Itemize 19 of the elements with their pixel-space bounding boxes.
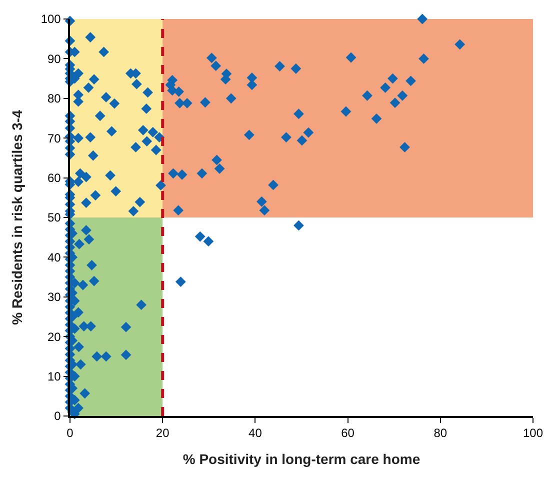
y-tick-label: 80 — [47, 92, 62, 106]
x-tick-label: 60 — [341, 426, 355, 440]
x-tick-label: 40 — [248, 426, 262, 440]
y-axis-title: % Residents in risk quartiles 3-4 — [8, 110, 25, 325]
y-tick-label: 20 — [47, 330, 62, 344]
x-tick-label: 100 — [522, 426, 544, 440]
x-tick-label: 80 — [434, 426, 448, 440]
y-tick-label: 100 — [40, 12, 62, 26]
y-tick-label: 0 — [54, 409, 62, 424]
y-tick-label: 50 — [47, 210, 62, 225]
x-tick-label: 0 — [66, 426, 74, 440]
x-axis-title: % Positivity in long-term care home — [182, 450, 420, 467]
y-tick-label: 30 — [47, 290, 62, 304]
y-tick-label: 40 — [47, 250, 62, 264]
y-tick-label: 10 — [47, 370, 62, 384]
y-tick-label: 90 — [47, 52, 62, 66]
y-tick-label: 60 — [47, 171, 62, 185]
x-tick-label: 20 — [156, 426, 170, 440]
y-tick-label: 70 — [47, 131, 62, 146]
